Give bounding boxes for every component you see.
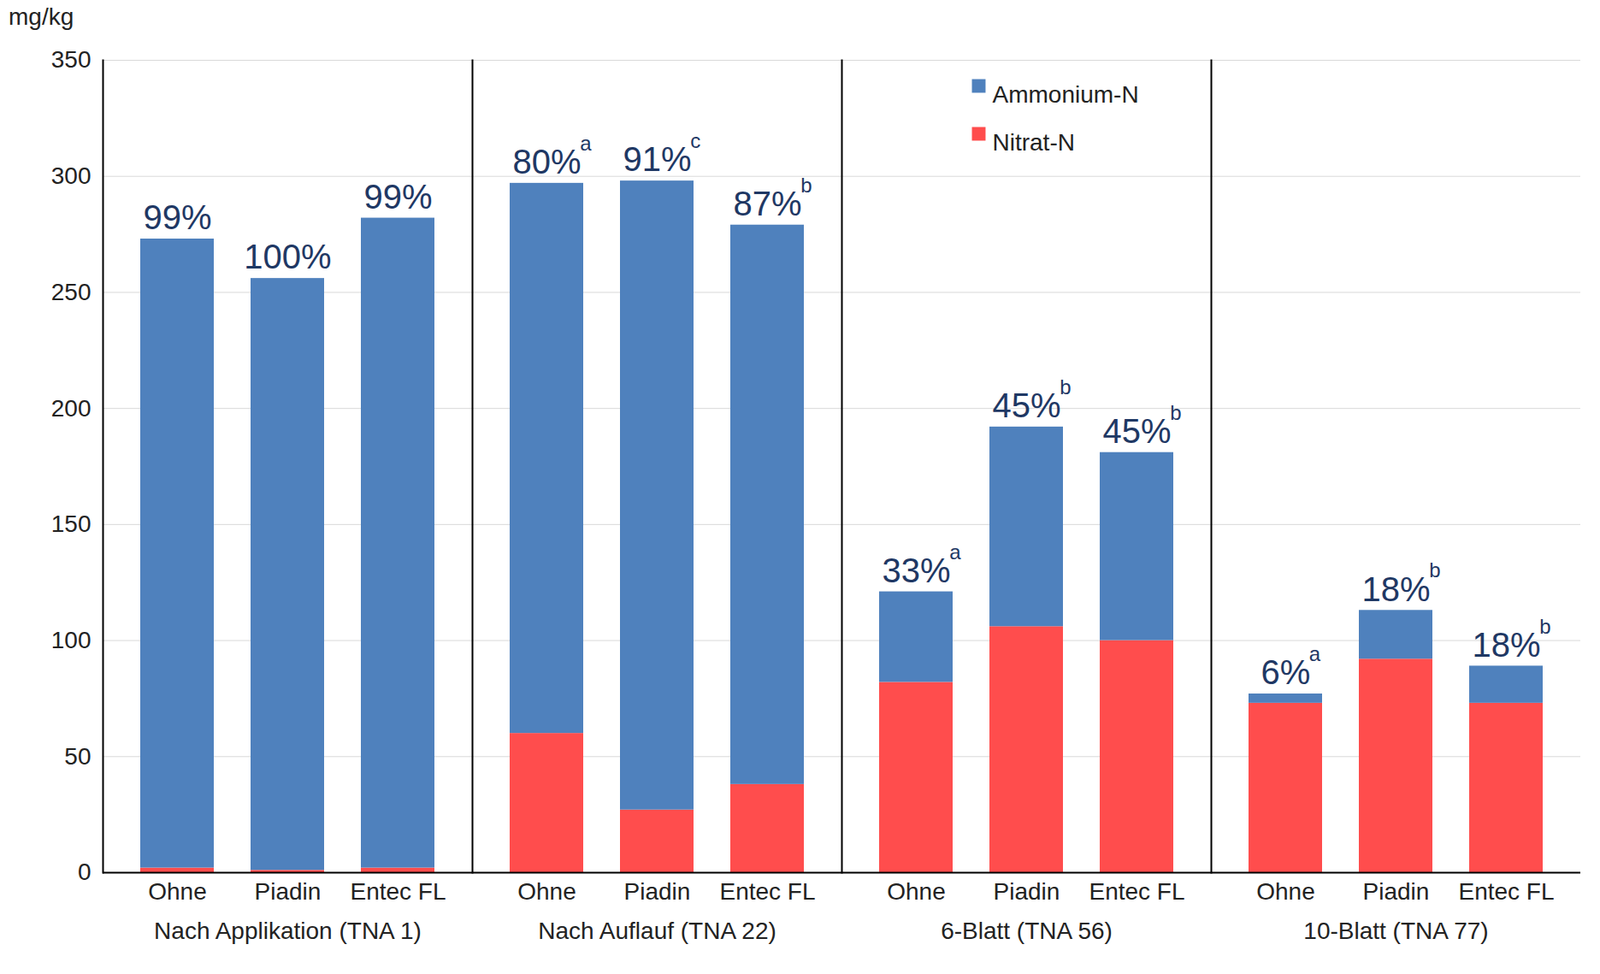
- svg-text:Entec FL: Entec FL: [1458, 878, 1554, 905]
- svg-text:80%: 80%: [512, 142, 581, 181]
- svg-text:Nitrat-N: Nitrat-N: [992, 129, 1075, 156]
- svg-text:Piadin: Piadin: [254, 878, 322, 905]
- svg-text:87%: 87%: [732, 184, 802, 223]
- svg-text:99%: 99%: [142, 198, 212, 237]
- svg-text:200: 200: [51, 395, 92, 422]
- svg-text:Nach Applikation (TNA 1): Nach Applikation (TNA 1): [153, 917, 422, 945]
- svg-text:Entec FL: Entec FL: [349, 878, 446, 905]
- svg-text:6%: 6%: [1261, 653, 1311, 691]
- svg-text:33%: 33%: [881, 551, 951, 590]
- svg-text:a: a: [949, 540, 962, 564]
- svg-text:350: 350: [51, 46, 92, 73]
- svg-text:150: 150: [51, 510, 92, 538]
- svg-text:45%: 45%: [1102, 412, 1171, 450]
- svg-text:Piadin: Piadin: [1363, 878, 1430, 905]
- svg-text:b: b: [1169, 401, 1181, 425]
- svg-text:100: 100: [51, 626, 92, 654]
- svg-text:Ohne: Ohne: [147, 878, 207, 905]
- svg-text:b: b: [1428, 558, 1441, 582]
- svg-text:c: c: [690, 129, 701, 153]
- svg-text:50: 50: [64, 743, 91, 770]
- svg-text:Piadin: Piadin: [993, 878, 1061, 905]
- svg-text:100%: 100%: [243, 237, 331, 276]
- svg-text:a: a: [579, 131, 592, 155]
- svg-text:Ammonium-N: Ammonium-N: [992, 81, 1140, 108]
- svg-text:b: b: [1059, 375, 1071, 399]
- svg-text:a: a: [1309, 642, 1322, 666]
- svg-text:18%: 18%: [1471, 625, 1541, 664]
- svg-text:18%: 18%: [1361, 570, 1430, 609]
- svg-text:6-Blatt (TNA 56): 6-Blatt (TNA 56): [940, 917, 1113, 945]
- svg-text:45%: 45%: [991, 386, 1061, 425]
- svg-text:10-Blatt (TNA 77): 10-Blatt (TNA 77): [1303, 917, 1488, 945]
- svg-text:b: b: [1539, 614, 1551, 638]
- svg-text:Ohne: Ohne: [1256, 878, 1316, 905]
- svg-text:Ohne: Ohne: [886, 878, 946, 905]
- html-text:mg/kg: mg/kg: [8, 3, 74, 30]
- svg-text:0: 0: [77, 858, 92, 886]
- svg-text:Nach Auflauf (TNA 22): Nach Auflauf (TNA 22): [537, 917, 777, 945]
- svg-text:Entec FL: Entec FL: [719, 878, 815, 905]
- svg-text:91%: 91%: [622, 140, 691, 178]
- svg-text:250: 250: [51, 278, 92, 306]
- svg-text:300: 300: [51, 162, 92, 189]
- svg-text:Entec FL: Entec FL: [1088, 878, 1185, 905]
- svg-text:Ohne: Ohne: [517, 878, 577, 905]
- svg-text:99%: 99%: [363, 177, 432, 216]
- svg-text:b: b: [800, 173, 812, 197]
- svg-text:Piadin: Piadin: [624, 878, 691, 905]
